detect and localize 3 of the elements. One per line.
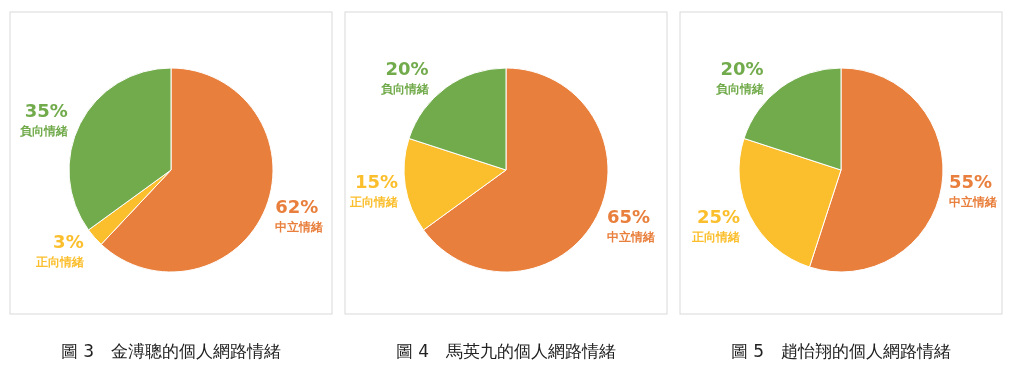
caption: 圖 4 馬英九的個人網路情緒 [395,341,617,361]
caption: 圖 5 趙怡翔的個人網路情緒 [730,341,952,361]
caption: 圖 3 金溥聰的個人網路情緒 [60,341,282,361]
